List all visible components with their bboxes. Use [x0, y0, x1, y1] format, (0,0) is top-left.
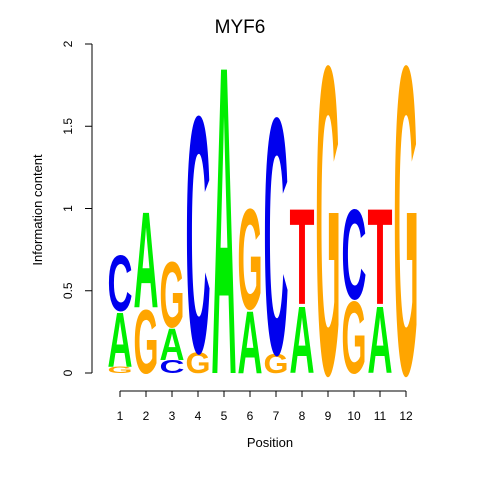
logo-letter-G: G — [394, 0, 419, 468]
logo-letter-C: C — [186, 45, 211, 423]
x-tick-label: 5 — [221, 409, 228, 423]
logo-letter-G: G — [316, 0, 341, 468]
x-tick-label: 2 — [143, 409, 150, 423]
logo-letter-A: A — [108, 297, 133, 384]
x-tick-label: 3 — [169, 409, 176, 423]
x-tick-label: 6 — [247, 409, 254, 423]
logo-letter-C: C — [108, 239, 133, 329]
chart-title: MYF6 — [215, 17, 266, 38]
logo-letter-A: A — [290, 288, 315, 394]
logo-letter-G: G — [108, 365, 133, 375]
y-tick-label: 0 — [61, 369, 75, 376]
logo-letter-T: T — [290, 181, 315, 334]
logo-letter-G: G — [238, 180, 263, 340]
x-tick-label: 10 — [347, 409, 361, 423]
x-axis: 1 2 3 4 5 6 7 8 9 10 11 12 — [117, 390, 413, 423]
logo-letter-C: C — [342, 183, 367, 326]
logo-letter-A: A — [238, 294, 263, 393]
x-tick-label: 7 — [273, 409, 280, 423]
x-tick-label: 8 — [299, 409, 306, 423]
logo-letter-G: G — [186, 346, 211, 380]
logo-letter-G: G — [160, 243, 185, 347]
logo-letter-A: A — [134, 184, 159, 338]
logo-letter-T: T — [368, 181, 393, 334]
x-tick-label: 12 — [399, 409, 413, 423]
logo-letter-G: G — [264, 349, 289, 379]
y-tick-label: 2 — [61, 40, 75, 47]
logo-letter-A: A — [160, 318, 185, 370]
x-tick-label: 1 — [117, 409, 124, 423]
logo-letter-C: C — [264, 47, 289, 425]
logo-letter-G: G — [134, 290, 159, 393]
x-tick-label: 9 — [325, 409, 332, 423]
logo-letter-A: A — [212, 0, 237, 467]
y-tick-label: 1 — [61, 205, 75, 212]
y-tick-label: 0.5 — [61, 282, 75, 299]
x-tick-label: 11 — [374, 409, 387, 423]
y-axis-label: Information content — [30, 154, 45, 266]
x-axis-label: Position — [247, 435, 293, 450]
y-axis: 0 0.5 1 1.5 2 — [61, 40, 93, 376]
y-tick-label: 1.5 — [61, 118, 75, 135]
logo-letter-G: G — [342, 281, 367, 396]
logo-letter-A: A — [368, 288, 393, 394]
x-tick-label: 4 — [195, 409, 202, 423]
logo-letter-C: C — [160, 356, 185, 376]
